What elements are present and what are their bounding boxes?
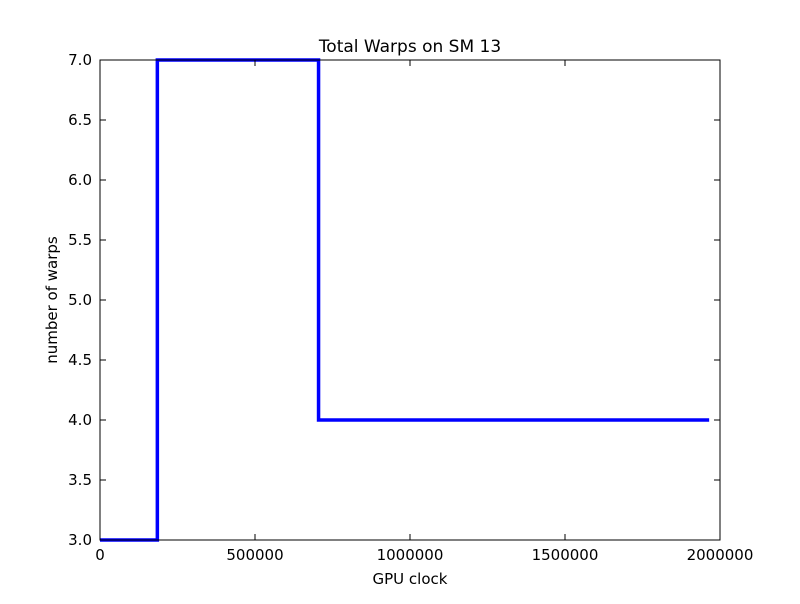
y-tick-label: 3.0 [68,531,92,549]
x-tick-label: 0 [95,546,105,564]
x-tick-label: 1000000 [377,546,444,564]
y-tick-label: 6.5 [68,111,92,129]
x-tick-label: 2000000 [687,546,754,564]
series-line-1 [100,58,710,542]
y-tick-label: 5.0 [68,291,92,309]
plot-area [100,58,710,542]
axis-ticks: 0 500000 1000000 1500000 2000000 3.0 3.5 4.0 4.5… [68,51,753,564]
y-axis-label: number of warps [43,236,61,364]
y-tick-label: 6.0 [68,171,92,189]
chart-title: Total Warps on SM 13 [318,37,501,57]
y-tick-label: 7.0 [68,51,92,69]
x-tick-label: 500000 [226,546,283,564]
y-tick-label: 3.5 [68,471,92,489]
x-axis-label: GPU clock [373,570,448,588]
y-tick-label: 5.5 [68,231,92,249]
x-tick-label: 1500000 [532,546,599,564]
y-tick-label: 4.5 [68,351,92,369]
plot-frame [99,59,721,541]
y-tick-label: 4.0 [68,411,92,429]
